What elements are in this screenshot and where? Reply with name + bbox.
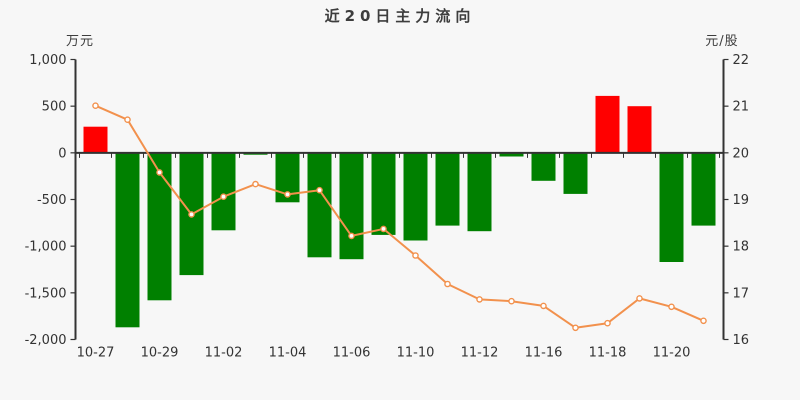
flow-bar[interactable]: [435, 152, 460, 226]
price-point[interactable]: [284, 191, 291, 198]
right-axis-tick-label: 22: [733, 53, 750, 68]
x-axis-label: 11-16: [525, 346, 563, 361]
x-axis-label: 11-06: [333, 346, 371, 361]
price-point[interactable]: [540, 302, 547, 310]
flow-bar[interactable]: [563, 152, 588, 194]
x-axis-label: 11-20: [653, 346, 691, 361]
right-axis-tick-label: 19: [733, 193, 750, 208]
flow-bar[interactable]: [115, 152, 140, 328]
price-point[interactable]: [700, 317, 707, 325]
x-axis-label: 10-29: [141, 346, 179, 361]
left-axis-tick-label: -1,000: [25, 240, 67, 255]
chart-title: 近20日主力流向: [324, 7, 476, 25]
right-axis-tick-label: 20: [733, 146, 750, 161]
left-axis-tick-label: 500: [42, 100, 67, 115]
right-axis-tick-label: 18: [733, 240, 750, 255]
price-point[interactable]: [220, 193, 227, 200]
price-point[interactable]: [668, 303, 675, 311]
right-axis-tick-label: 17: [733, 286, 750, 301]
flow-bar[interactable]: [307, 152, 332, 258]
left-axis-tick-label: 0: [58, 146, 66, 161]
flow-bar[interactable]: [691, 152, 716, 226]
price-point[interactable]: [412, 252, 419, 259]
price-point[interactable]: [380, 225, 387, 233]
x-axis-label: 11-18: [589, 346, 627, 361]
price-point[interactable]: [92, 102, 99, 109]
left-axis-unit-label: 万元: [65, 34, 94, 49]
flow-bar[interactable]: [499, 152, 524, 157]
price-point[interactable]: [156, 169, 163, 176]
flow-bar[interactable]: [339, 152, 364, 260]
flow-bar[interactable]: [211, 152, 236, 231]
price-point[interactable]: [476, 296, 483, 303]
x-axis-label: 11-02: [205, 346, 243, 361]
price-point[interactable]: [604, 319, 611, 327]
flow-bar[interactable]: [627, 106, 652, 153]
price-point[interactable]: [572, 324, 579, 332]
right-axis-tick-label: 21: [733, 100, 750, 115]
left-axis-tick-label: -1,500: [25, 286, 67, 301]
flow-bar[interactable]: [83, 126, 108, 153]
right-axis-tick-label: 16: [733, 333, 750, 348]
price-line: [95, 104, 704, 329]
price-point[interactable]: [636, 295, 643, 302]
right-axis-unit-label: 元/股: [705, 34, 739, 49]
flow-bar[interactable]: [659, 152, 684, 262]
flow-bar[interactable]: [371, 152, 396, 235]
price-point[interactable]: [188, 211, 195, 218]
flow-bar[interactable]: [467, 152, 492, 232]
price-point[interactable]: [348, 232, 355, 240]
flow-bar[interactable]: [403, 152, 428, 241]
flow-bar[interactable]: [147, 152, 172, 301]
x-axis-label: 10-27: [77, 346, 115, 361]
left-axis-tick-label: -2,000: [25, 333, 67, 348]
price-point[interactable]: [316, 186, 323, 194]
x-axis-label: 11-10: [397, 346, 435, 361]
price-point[interactable]: [508, 297, 515, 305]
price-point[interactable]: [252, 180, 259, 188]
x-axis-label: 11-12: [461, 346, 499, 361]
flow-bar[interactable]: [531, 152, 556, 181]
price-point[interactable]: [444, 280, 451, 288]
left-axis-tick-label: -500: [37, 193, 67, 208]
flow-bar[interactable]: [595, 95, 620, 153]
price-point[interactable]: [124, 116, 131, 123]
left-axis-tick-label: 1,000: [29, 53, 66, 68]
x-axis-label: 11-04: [269, 346, 307, 361]
